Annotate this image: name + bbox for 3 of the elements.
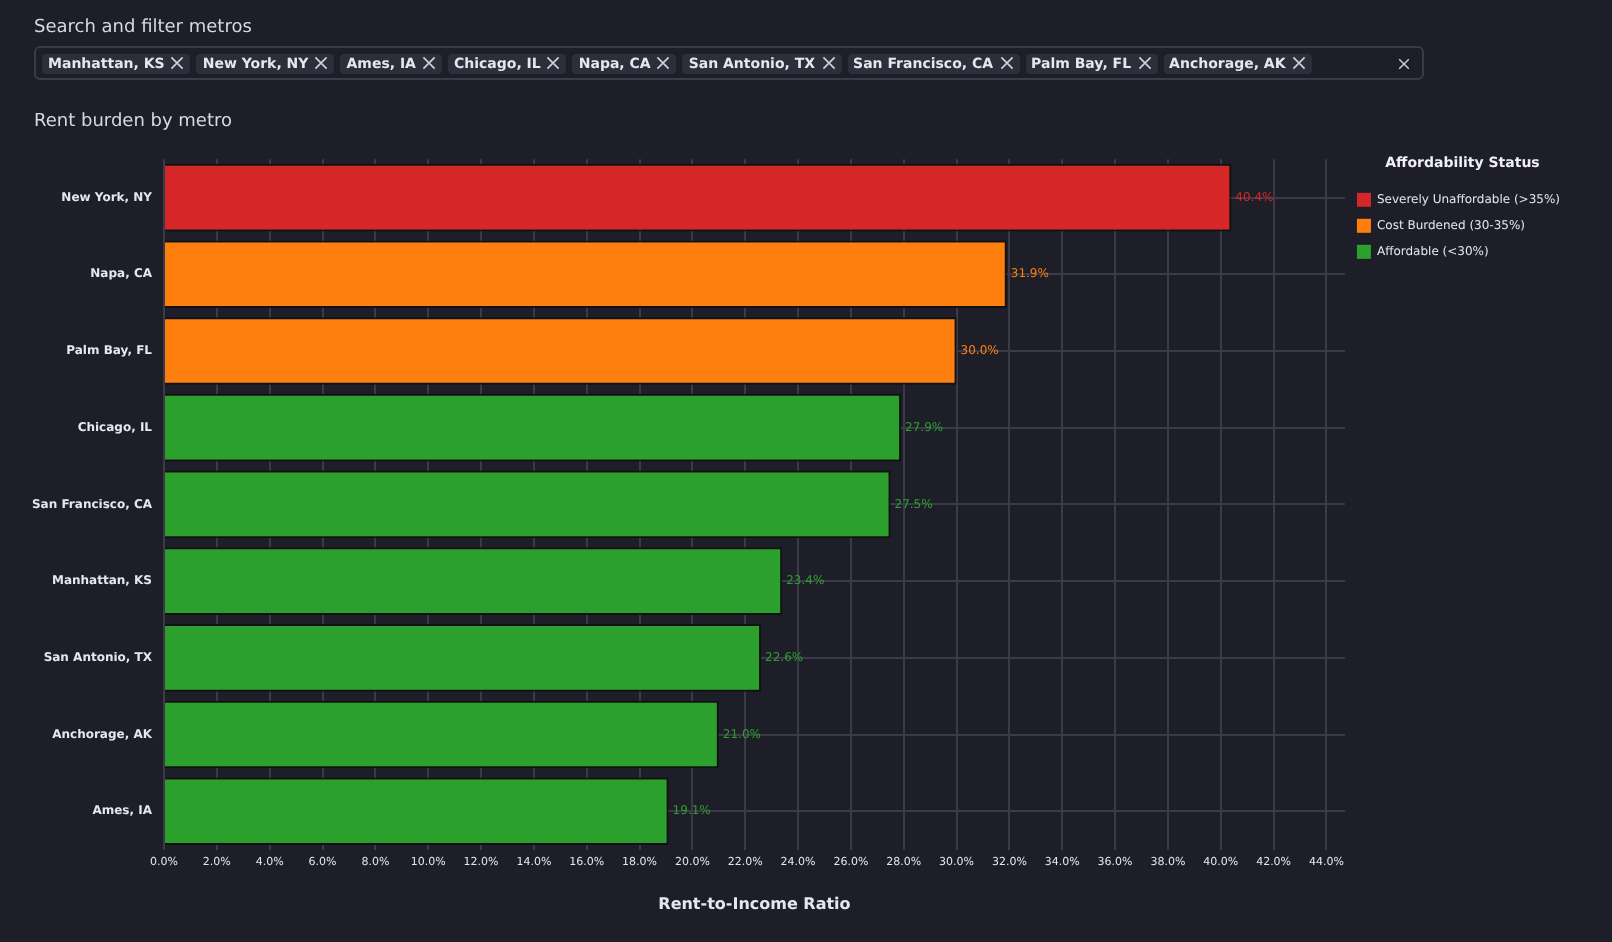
chart-title: Rent burden by metro: [34, 112, 232, 132]
x-axis-title: Rent-to-Income Ratio: [658, 894, 852, 913]
text: Search and filter metros: [34, 18, 252, 38]
